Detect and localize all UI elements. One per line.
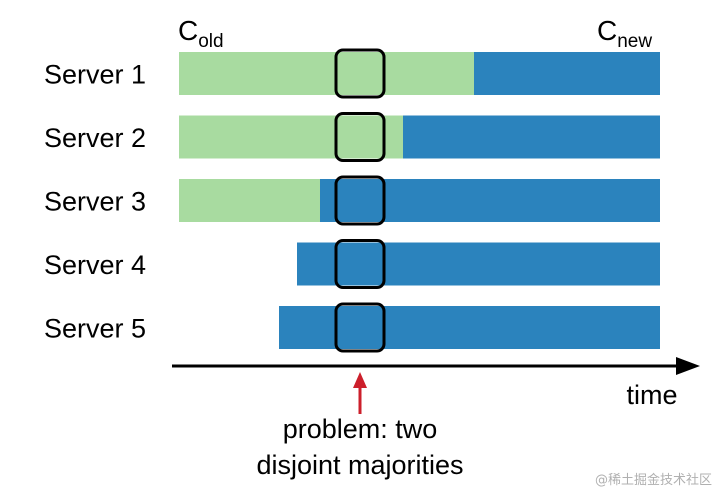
c-old-label: Cold: [178, 15, 224, 52]
highlight-box: [334, 302, 386, 353]
problem-text-line1: problem: two: [283, 414, 438, 444]
c-new-label: Cnew: [597, 15, 652, 52]
highlight-box: [334, 112, 386, 162]
new-config-bar: [279, 306, 660, 349]
old-config-bar: [179, 115, 403, 159]
server-label: Server 5: [44, 314, 146, 344]
new-config-bar: [297, 242, 660, 286]
server-row: Server 2: [44, 112, 660, 162]
server-row: Server 4: [44, 239, 660, 289]
highlight-box: [334, 175, 386, 226]
highlight-box: [334, 239, 386, 289]
time-axis: time: [172, 357, 700, 410]
time-axis-label: time: [626, 380, 677, 410]
old-config-bar: [179, 179, 320, 222]
server-rows: Server 1 Server 2 Server 3 Server 4 Server 5: [44, 48, 660, 353]
new-config-bar: [320, 179, 660, 222]
server-label: Server 1: [44, 60, 146, 90]
problem-annotation: problem: two disjoint majorities: [256, 372, 464, 480]
old-config-bar: [179, 52, 474, 95]
server-row: Server 3: [44, 175, 660, 226]
server-label: Server 4: [44, 250, 146, 280]
problem-arrow-head: [353, 372, 367, 388]
c-old-subscript: old: [198, 31, 223, 52]
server-row: Server 1: [44, 48, 660, 99]
server-label: Server 3: [44, 187, 146, 217]
problem-text-line2: disjoint majorities: [256, 450, 463, 480]
c-new-base: C: [597, 15, 617, 46]
watermark-text: @稀土掘金技术社区: [595, 472, 712, 488]
c-new-subscript: new: [617, 31, 652, 52]
server-label: Server 2: [44, 123, 146, 153]
time-axis-arrowhead: [676, 357, 700, 375]
new-config-bar: [474, 52, 660, 95]
c-old-base: C: [178, 15, 198, 46]
highlight-box: [334, 48, 386, 99]
server-row: Server 5: [44, 302, 660, 353]
new-config-bar: [403, 115, 660, 159]
